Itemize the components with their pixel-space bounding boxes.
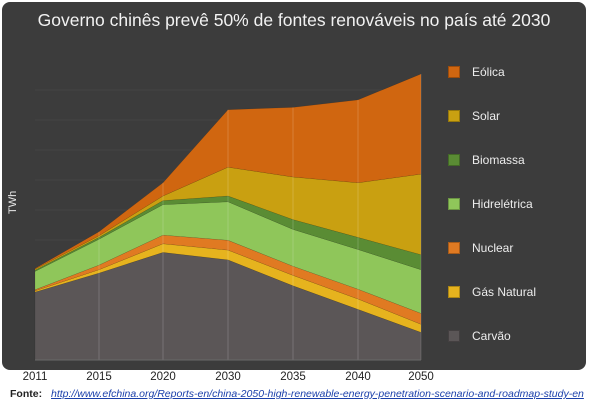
x-tick-label: 2015	[86, 371, 112, 383]
legend-label: Carvão	[472, 329, 511, 343]
legend-item: Carvão	[448, 326, 511, 346]
x-tick-label: 2040	[345, 371, 371, 383]
area-series-hidreletrica	[34, 201, 422, 314]
chart-panel: Governo chinês prevê 50% de fontes renov…	[2, 2, 586, 370]
legend-swatch	[448, 110, 460, 122]
legend-swatch	[448, 242, 460, 254]
legend-swatch	[448, 154, 460, 166]
legend-label: Biomassa	[472, 153, 525, 167]
x-tick-label: 2050	[408, 371, 434, 383]
x-tick-label: 2020	[150, 371, 176, 383]
legend-label: Nuclear	[472, 241, 514, 255]
x-tick-label: 2030	[215, 371, 241, 383]
chart-plot	[34, 73, 422, 361]
legend-label: Solar	[472, 109, 501, 123]
x-axis-ticks: 2011 2015 2020 2030 2035 2040 2050	[0, 368, 605, 386]
chart-title: Governo chinês prevê 50% de fontes renov…	[37, 10, 551, 30]
area-series-eolica	[34, 73, 422, 270]
legend-swatch	[448, 198, 460, 210]
source-label: Fonte:	[10, 388, 43, 400]
legend-item: Biomassa	[448, 150, 525, 170]
legend-label: Hidrelétrica	[472, 197, 533, 211]
x-tick-label: 2011	[22, 371, 48, 383]
legend-item: Nuclear	[448, 238, 513, 258]
legend-item: Gás Natural	[448, 282, 536, 302]
legend-label: Gás Natural	[472, 285, 537, 299]
x-tick-label: 2035	[280, 371, 306, 383]
legend-item: Solar	[448, 106, 500, 126]
legend-item: Hidrelétrica	[448, 194, 533, 214]
source-note: Fonte: http://www.efchina.org/Reports-en…	[10, 388, 584, 400]
legend-swatch	[448, 286, 460, 298]
legend-item: Eólica	[448, 62, 505, 82]
legend-swatch	[448, 66, 460, 78]
legend-label: Eólica	[472, 65, 505, 79]
source-link[interactable]: http://www.efchina.org/Reports-en/china-…	[51, 388, 584, 400]
legend-swatch	[448, 330, 460, 342]
